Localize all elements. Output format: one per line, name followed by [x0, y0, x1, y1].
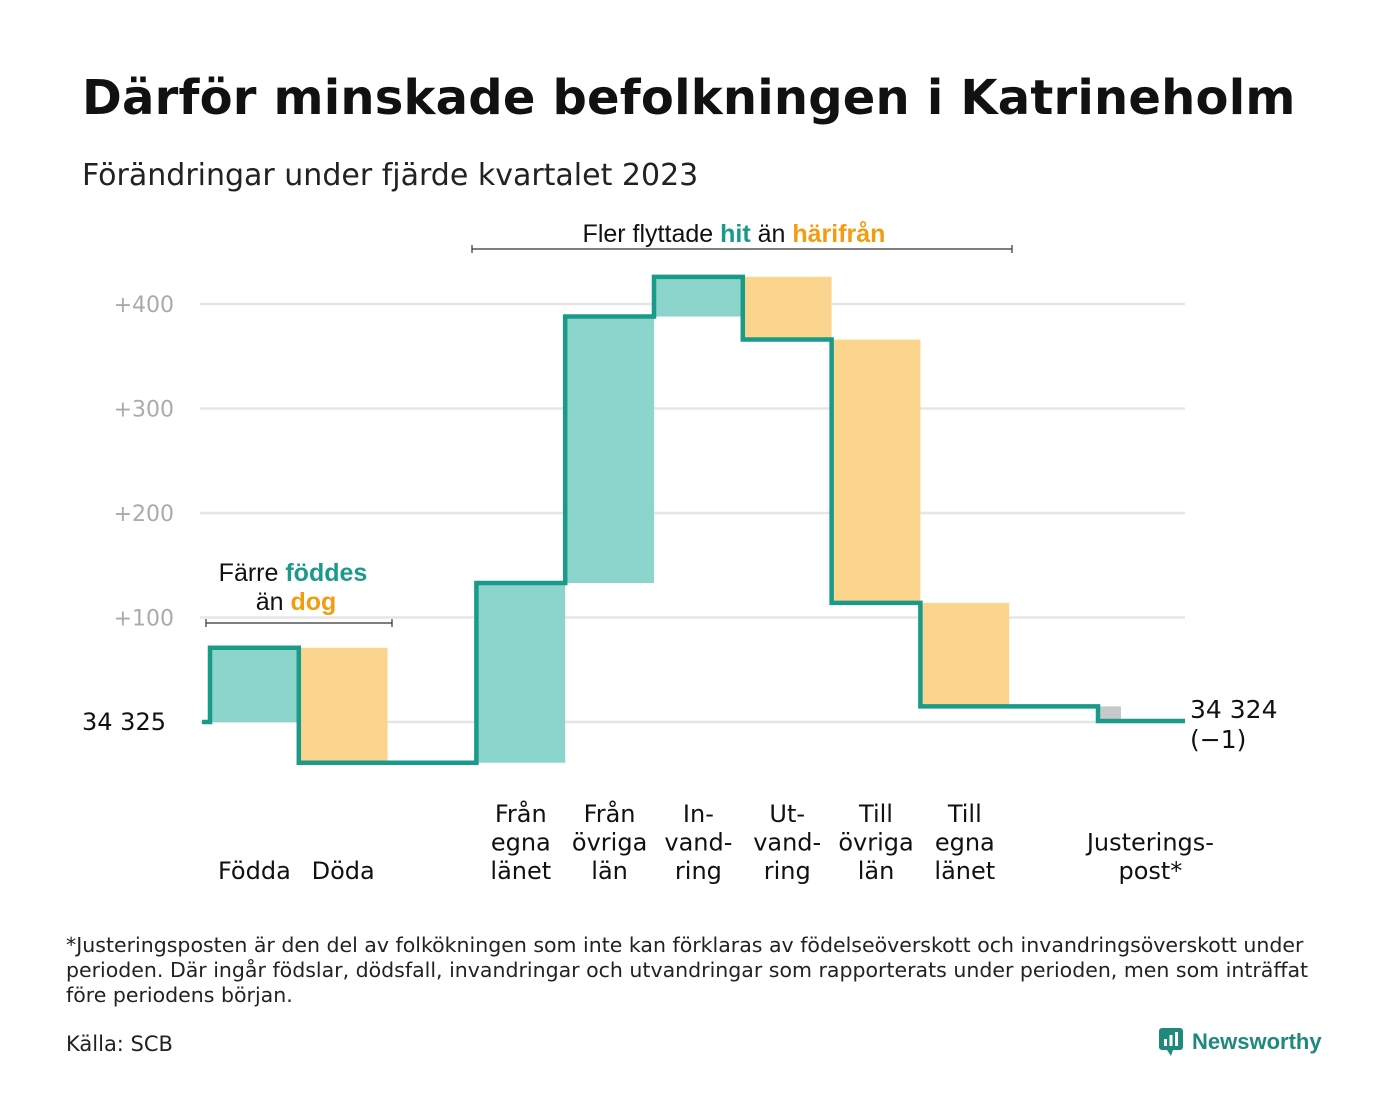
category-label: Till [947, 800, 982, 828]
migration-annotation: Fler flyttade hit än härifrån [583, 220, 886, 248]
category-label: län [858, 857, 895, 885]
category-label: Födda [218, 857, 291, 885]
chart-subtitle: Förändringar under fjärde kvartalet 2023 [82, 158, 699, 193]
bar-till-egna-länet [920, 602, 1010, 707]
footnote: *Justeringsposten är den del av folkökni… [66, 933, 1309, 1007]
category-label: vand- [753, 829, 821, 857]
brand-name: Newsworthy [1192, 1029, 1322, 1054]
annotation-teal-word: hit [720, 220, 751, 248]
category-label: egna [935, 829, 995, 857]
category-label: Justerings- [1085, 829, 1214, 857]
y-tick-label: +100 [114, 607, 174, 632]
category-label: egna [491, 829, 551, 857]
category-label: Från [584, 799, 636, 828]
category-label: Ut- [769, 800, 805, 828]
births-annotation-line1: Färre föddes [219, 559, 368, 587]
category-label: In- [683, 800, 714, 828]
end-change-label: (−1) [1190, 725, 1246, 754]
category-label: Till [858, 800, 893, 828]
bar-till-övriga-län [831, 339, 921, 603]
annotation-teal-word: föddes [285, 559, 367, 587]
newsworthy-logo-icon [1159, 1028, 1183, 1056]
category-label: vand- [664, 829, 732, 857]
annotation-text: än [256, 588, 291, 616]
annotation-text: än [751, 220, 793, 248]
running-total-line [202, 274, 1185, 766]
start-value-label: 34 325 [82, 708, 166, 736]
bar-födda [210, 647, 299, 722]
category-label: övriga [838, 829, 913, 857]
bar-döda [298, 647, 388, 763]
annotation-orange-word: dog [290, 588, 336, 616]
births-annotation-line2: än dog [256, 588, 337, 616]
bar-från-egna-länet [476, 583, 566, 763]
category-label: länet [934, 857, 995, 885]
annotation-text: Fler flyttade [583, 220, 721, 248]
annotation-orange-word: härifrån [792, 220, 885, 248]
bar-ut-vandring [742, 276, 832, 340]
category-label: ring [764, 857, 811, 885]
category-label: Från [495, 799, 547, 828]
bar-in-vandring [654, 276, 743, 317]
bar-från-övriga-län [565, 316, 654, 584]
category-label: post* [1118, 857, 1182, 885]
annotation-text: Färre [219, 559, 286, 587]
category-label: ring [675, 857, 722, 885]
category-label: län [591, 857, 628, 885]
y-tick-label: +300 [114, 398, 174, 423]
category-label: övriga [572, 829, 647, 857]
y-tick-label: +400 [114, 293, 174, 318]
bar-justerings-post- [1100, 706, 1121, 721]
source-note: Källa: SCB [66, 1032, 173, 1056]
category-label: Döda [312, 857, 375, 885]
end-value-label: 34 324 [1190, 695, 1277, 724]
brand-logo: Newsworthy [1158, 1027, 1322, 1057]
category-label: länet [490, 857, 551, 885]
chart-title: Därför minskade befolkningen i Katrineho… [82, 70, 1296, 126]
y-tick-label: +200 [114, 502, 174, 527]
